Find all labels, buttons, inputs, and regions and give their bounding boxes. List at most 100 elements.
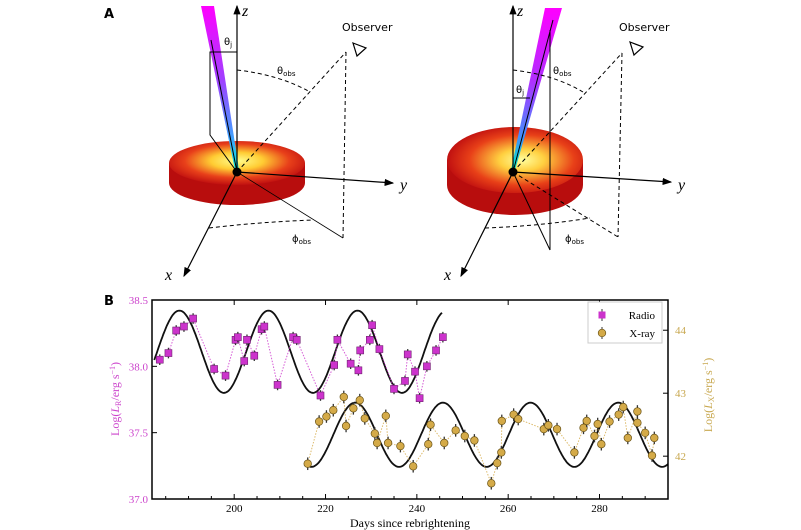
data-point-radio <box>273 381 282 389</box>
data-point-radio <box>403 350 412 359</box>
model-curve-radio <box>153 309 443 394</box>
theta-obs-label: θobs <box>553 66 572 78</box>
data-point-radio <box>155 355 164 364</box>
data-point-radio <box>432 346 440 355</box>
data-point-radio <box>221 371 230 380</box>
x-axis-label: x <box>164 267 172 284</box>
data-point-x-ray <box>593 419 602 429</box>
theta-obs-label: θobs <box>277 66 296 78</box>
data-point-x-ray <box>440 438 449 448</box>
data-point-radio <box>354 366 363 375</box>
black-hole <box>232 167 242 177</box>
observer-label: Observer <box>619 21 670 34</box>
data-point-x-ray <box>341 421 351 431</box>
y-axis-right-title: Log(LX/erg s−1) <box>701 358 716 432</box>
y-axis-label: y <box>398 177 408 194</box>
data-point-x-ray <box>493 458 502 468</box>
x-axis-label: x <box>443 267 451 284</box>
y-left-tick-label: 37.0 <box>129 494 149 506</box>
data-point-x-ray <box>409 462 418 471</box>
observer-eye-icon <box>352 41 368 58</box>
diagram-right: Observer θj θobs ϕobs z y x <box>443 3 686 284</box>
x-tick-label: 220 <box>317 503 334 515</box>
legend-label: Radio <box>629 310 656 322</box>
x-tick-label: 260 <box>500 503 517 515</box>
data-point-x-ray <box>360 414 369 423</box>
x-axis-title: Days since rebrightening <box>350 516 470 530</box>
data-point-radio <box>346 359 355 368</box>
panel-b-label: B <box>104 294 114 309</box>
data-point-radio <box>180 322 188 331</box>
model-curve-x-ray <box>304 401 669 468</box>
data-point-x-ray <box>355 395 364 405</box>
data-point-x-ray <box>633 407 642 416</box>
data-point-radio <box>172 326 181 335</box>
data-point-x-ray <box>426 420 435 429</box>
data-point-x-ray <box>650 433 659 443</box>
data-point-x-ray <box>544 421 553 430</box>
y-right-tick-label: 42 <box>675 451 686 463</box>
z-axis-label: z <box>241 3 249 20</box>
observer-drop <box>617 52 623 238</box>
observer-drop <box>342 51 347 239</box>
data-point-x-ray <box>597 440 606 449</box>
theta-obs-arc <box>236 69 311 93</box>
jet-plane-base <box>512 171 551 251</box>
data-point-x-ray <box>570 448 579 457</box>
data-point-x-ray <box>647 451 657 460</box>
data-point-x-ray <box>370 429 379 438</box>
phi-obs-arc <box>208 219 314 229</box>
data-point-x-ray <box>303 459 312 468</box>
data-point-x-ray <box>383 438 393 448</box>
data-point-x-ray <box>614 410 623 419</box>
data-point-x-ray <box>497 448 506 457</box>
data-point-x-ray <box>514 414 523 424</box>
phi-obs-arc <box>484 217 591 229</box>
x-tick-label: 280 <box>591 503 608 515</box>
data-point-radio <box>356 346 365 355</box>
x-axis <box>183 171 238 278</box>
x-axis <box>460 171 514 278</box>
data-point-x-ray <box>590 431 599 441</box>
connector-radio <box>159 317 444 399</box>
data-point-radio <box>210 365 218 373</box>
data-point-x-ray <box>329 406 338 415</box>
data-point-x-ray <box>641 428 650 438</box>
observer-line <box>236 51 347 173</box>
data-point-radio <box>243 335 251 344</box>
data-point-x-ray <box>349 404 358 413</box>
data-point-radio <box>316 391 325 400</box>
data-point-radio <box>260 322 269 331</box>
y-right-tick-label: 44 <box>675 325 687 337</box>
plot-frame <box>151 299 669 500</box>
data-point-radio <box>240 357 249 365</box>
y-axis <box>512 171 673 186</box>
legend-label: X-ray <box>629 328 655 340</box>
jet-axis <box>512 19 554 173</box>
observer-eye-icon <box>629 40 645 57</box>
data-point-x-ray <box>552 424 562 434</box>
y-axis-left-title: Log(LR/erg s−1) <box>108 362 123 436</box>
data-point-x-ray <box>497 416 506 426</box>
y-left-tick-label: 37.5 <box>129 428 149 440</box>
data-point-radio <box>423 362 431 371</box>
data-point-radio <box>333 335 342 344</box>
data-point-radio <box>330 361 338 369</box>
light-curve-chart: 200 220 240 260 280 37.0 37.5 38.0 38.5 42 43 44 Rad… <box>129 295 687 515</box>
y-left-tick-label: 38.0 <box>129 361 149 373</box>
data-point-radio <box>164 349 173 357</box>
data-point-x-ray <box>579 423 588 432</box>
data-point-x-ray <box>396 441 405 451</box>
observer-line <box>512 52 623 173</box>
data-point-x-ray <box>487 479 496 488</box>
data-point-x-ray <box>605 417 614 426</box>
connector-x-ray <box>307 395 655 485</box>
data-point-x-ray <box>339 392 348 402</box>
y-right-tick-label: 43 <box>675 388 687 400</box>
y-left-tick-label: 38.5 <box>129 295 149 307</box>
data-point-x-ray <box>623 433 632 443</box>
phi-obs-label: ϕobs <box>565 234 584 246</box>
data-point-x-ray <box>372 438 382 448</box>
data-point-x-ray <box>381 411 390 421</box>
diagram-left: Observer θj θobs ϕobs z y x <box>164 3 408 284</box>
